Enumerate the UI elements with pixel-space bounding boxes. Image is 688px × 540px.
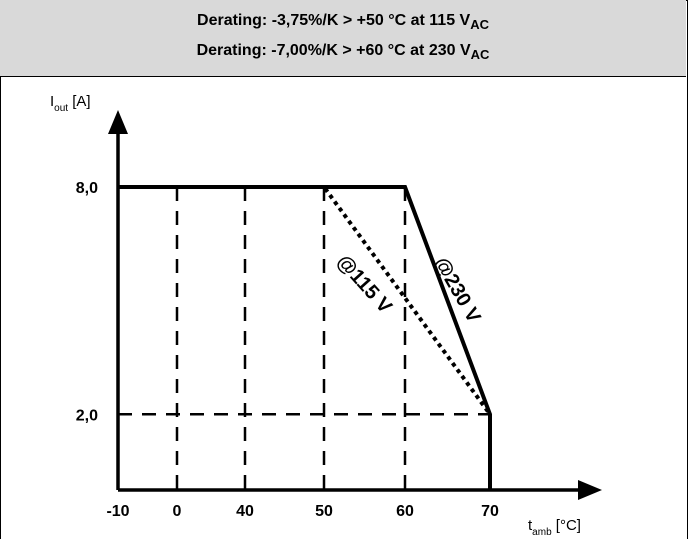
- tick-labels: -10 0 40 50 60 70 2,0 8,0: [76, 180, 499, 520]
- x-tick-label: 70: [481, 503, 499, 520]
- series-lines: [118, 185, 492, 490]
- y-axis-label: Iout [A]: [50, 93, 91, 114]
- x-tick-label: 0: [173, 503, 182, 520]
- chart-header: Derating: -3,75%/K > +50 °C at 115 VAC D…: [0, 0, 686, 77]
- x-tick-label: 50: [315, 503, 333, 520]
- series-label-230v: @230 V: [430, 254, 485, 328]
- axes: [108, 110, 602, 500]
- x-tick-label: 40: [236, 503, 254, 520]
- derating-115v-line: Derating: -3,75%/K > +50 °C at 115 VAC: [197, 12, 489, 32]
- x-axis-label: tamb [°C]: [528, 517, 581, 538]
- series-line-230v: [118, 185, 492, 490]
- series-label-115v: @115 V: [332, 251, 396, 319]
- derating-230v-line: Derating: -7,00%/K > +60 °C at 230 VAC: [196, 42, 490, 62]
- x-tick-label: -10: [106, 503, 129, 520]
- series-line-115v: [118, 185, 492, 490]
- y-axis-arrow-icon: [108, 110, 128, 134]
- y-tick-label: 8,0: [76, 180, 98, 197]
- y-tick-label: 2,0: [76, 407, 98, 424]
- x-axis-arrow-icon: [578, 480, 602, 500]
- grid-lines: [118, 187, 490, 490]
- x-tick-label: 60: [396, 503, 414, 520]
